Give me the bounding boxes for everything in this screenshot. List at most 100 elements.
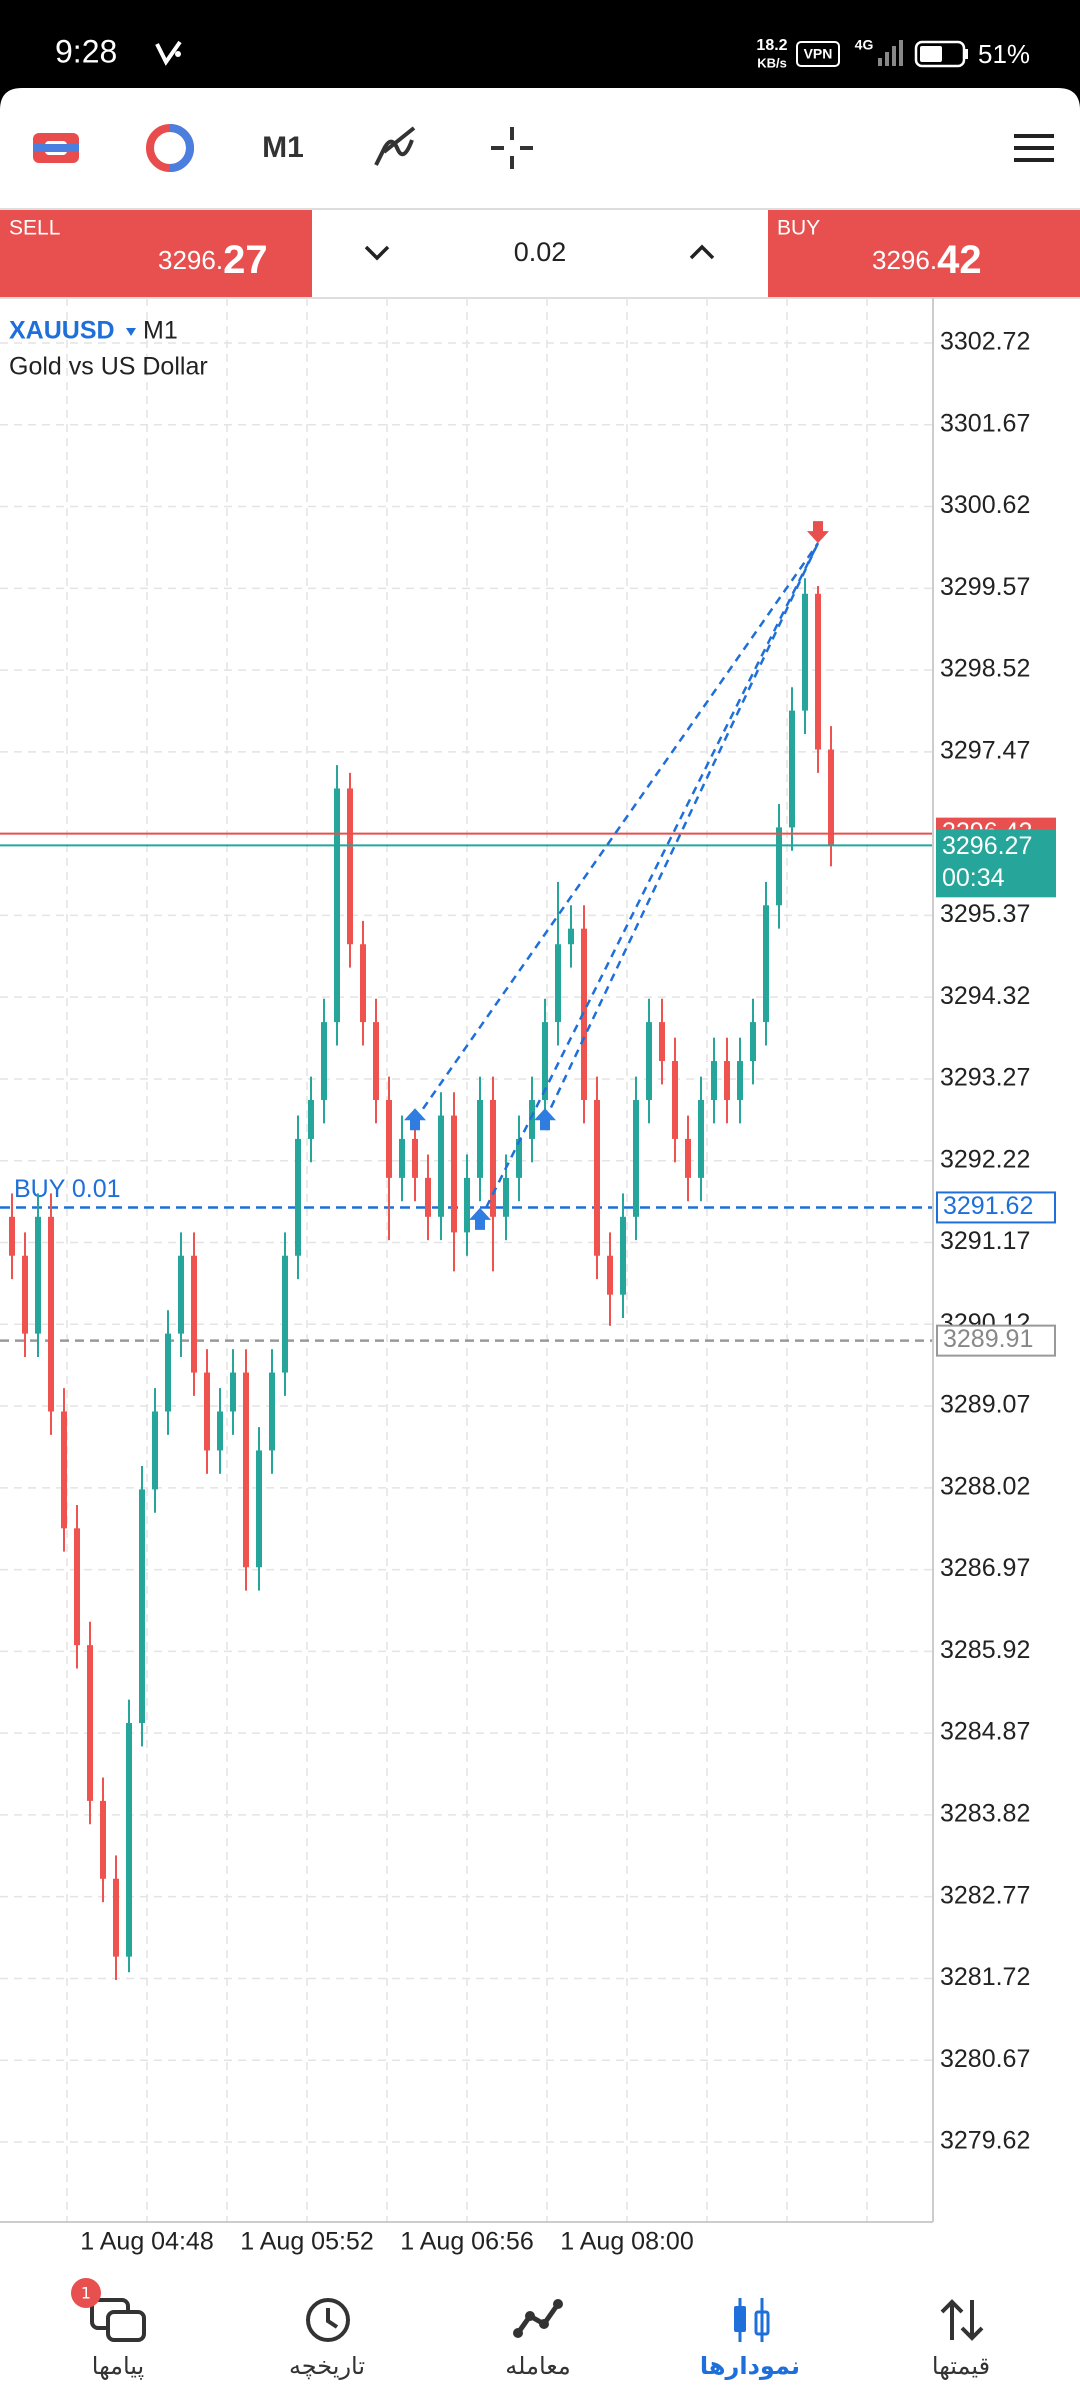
vpn: VPN: [804, 46, 833, 62]
candle-body: [100, 1800, 106, 1879]
price-label: 3301.67: [940, 409, 1030, 437]
sell-price-suffix: 27: [223, 238, 268, 282]
buy-price-prefix: 3296.: [872, 245, 937, 275]
candle-body: [724, 1061, 730, 1100]
candle-body: [464, 1177, 470, 1233]
buy-button[interactable]: [768, 210, 1080, 297]
candle-body: [516, 1138, 522, 1178]
candle-body: [789, 710, 795, 828]
countdown: 00:34: [942, 864, 1005, 892]
candle-body: [490, 1099, 496, 1217]
candle-body: [360, 944, 366, 1023]
buy-price: 3296.42: [872, 238, 982, 282]
nav-label: نمودارها: [700, 2352, 800, 2380]
price-label: 3281.72: [940, 1963, 1030, 1991]
nav-label: معامله: [505, 2352, 570, 2380]
candle-body: [9, 1216, 15, 1256]
price-label: 3302.72: [940, 328, 1030, 356]
status-icon: [155, 40, 182, 66]
deal-link: [413, 542, 820, 1121]
time-label: 1 Aug 05:52: [240, 2228, 373, 2256]
symbol[interactable]: XAUUSD: [9, 317, 115, 345]
position-tag-label: 3291.62: [943, 1192, 1033, 1220]
nav-messages[interactable]: 1 پیامها: [71, 2278, 146, 2380]
network-type: 4G: [855, 37, 874, 53]
nav-trade[interactable]: معامله: [505, 2299, 571, 2380]
menu-icon[interactable]: [1014, 134, 1054, 162]
chart-timeframe: M1: [143, 317, 178, 345]
price-label: 3291.17: [940, 1227, 1030, 1255]
candle-body: [698, 1099, 704, 1178]
sell-label: SELL: [9, 217, 60, 240]
candle-body: [35, 1216, 41, 1334]
vpn-box: [796, 41, 840, 67]
candle-body: [295, 1138, 301, 1256]
candle-body: [503, 1177, 509, 1217]
symbol-dropdown[interactable]: [126, 328, 136, 336]
lot-size[interactable]: 0.02: [514, 237, 567, 267]
candle-body: [607, 1255, 613, 1295]
candle-body: [646, 1022, 652, 1100]
price-label: 3300.62: [940, 491, 1030, 519]
candle-body: [48, 1216, 54, 1412]
candle-body: [386, 1099, 392, 1178]
price-label: 3288.02: [940, 1472, 1030, 1500]
candle-body: [776, 827, 782, 906]
candle-body: [672, 1061, 678, 1139]
price-label: 3282.77: [940, 1881, 1030, 1909]
nav-history[interactable]: تاریخچه: [289, 2298, 365, 2380]
nav-label: پیامها: [92, 2352, 144, 2380]
buy-arrow: [404, 1108, 426, 1131]
price-label: 3284.87: [940, 1718, 1030, 1746]
candle-body: [139, 1489, 145, 1724]
candle-body: [425, 1177, 431, 1217]
candle-body: [243, 1372, 249, 1568]
battery-level: [920, 46, 942, 62]
price-label: 3293.27: [940, 1064, 1030, 1092]
candle-body: [256, 1450, 262, 1568]
price-label: 3279.62: [940, 2127, 1030, 2155]
stop-tag: [936, 1324, 1056, 1357]
nav-charts[interactable]: نمودارها: [700, 2298, 800, 2380]
account-icon[interactable]: [33, 133, 79, 163]
sell-price-prefix: 3296.: [158, 245, 223, 275]
candle-body: [815, 593, 821, 750]
one-click-icon[interactable]: [146, 124, 194, 172]
price-label: 3294.32: [940, 982, 1030, 1010]
lot-panel: [312, 210, 768, 297]
candle-body: [399, 1138, 405, 1178]
sell-button[interactable]: [0, 210, 312, 297]
chart[interactable]: 3302.72 3301.67 3300.62 3299.57 3298.52 3297.…: [0, 298, 1056, 2256]
time-label: 1 Aug 06:56: [400, 2228, 533, 2256]
candle-body: [477, 1099, 483, 1178]
lot-increase[interactable]: [689, 244, 715, 260]
net-speed: 18.2: [756, 37, 787, 54]
price-label: 3295.37: [940, 900, 1030, 928]
indicators-icon[interactable]: [374, 126, 416, 166]
lot-decrease[interactable]: [364, 245, 390, 261]
crosshair-icon[interactable]: [491, 127, 533, 169]
candle-body: [711, 1061, 717, 1100]
candle-body: [282, 1255, 288, 1373]
candle-body: [737, 1061, 743, 1100]
candle-body: [347, 788, 353, 945]
candle-body: [685, 1138, 691, 1178]
price-label: 3285.92: [940, 1636, 1030, 1664]
candle-body: [74, 1528, 80, 1646]
nav-quotes[interactable]: قیمتها: [932, 2299, 990, 2380]
candle-body: [61, 1411, 67, 1529]
candle-body: [542, 1022, 548, 1100]
symbol-description: Gold vs US Dollar: [9, 353, 208, 381]
timeframe-button[interactable]: M1: [262, 131, 304, 164]
nav-label: تاریخچه: [289, 2352, 365, 2380]
candle-body: [802, 593, 808, 711]
candle-body: [594, 1099, 600, 1256]
price-label: 3297.47: [940, 736, 1030, 764]
badge: 1: [81, 2284, 91, 2303]
position-tag: [936, 1191, 1056, 1224]
bid-tag: [936, 829, 1056, 898]
price-label: 3280.67: [940, 2045, 1030, 2073]
stop-tag-label: 3289.91: [943, 1325, 1033, 1353]
battery-icon: [914, 40, 966, 68]
